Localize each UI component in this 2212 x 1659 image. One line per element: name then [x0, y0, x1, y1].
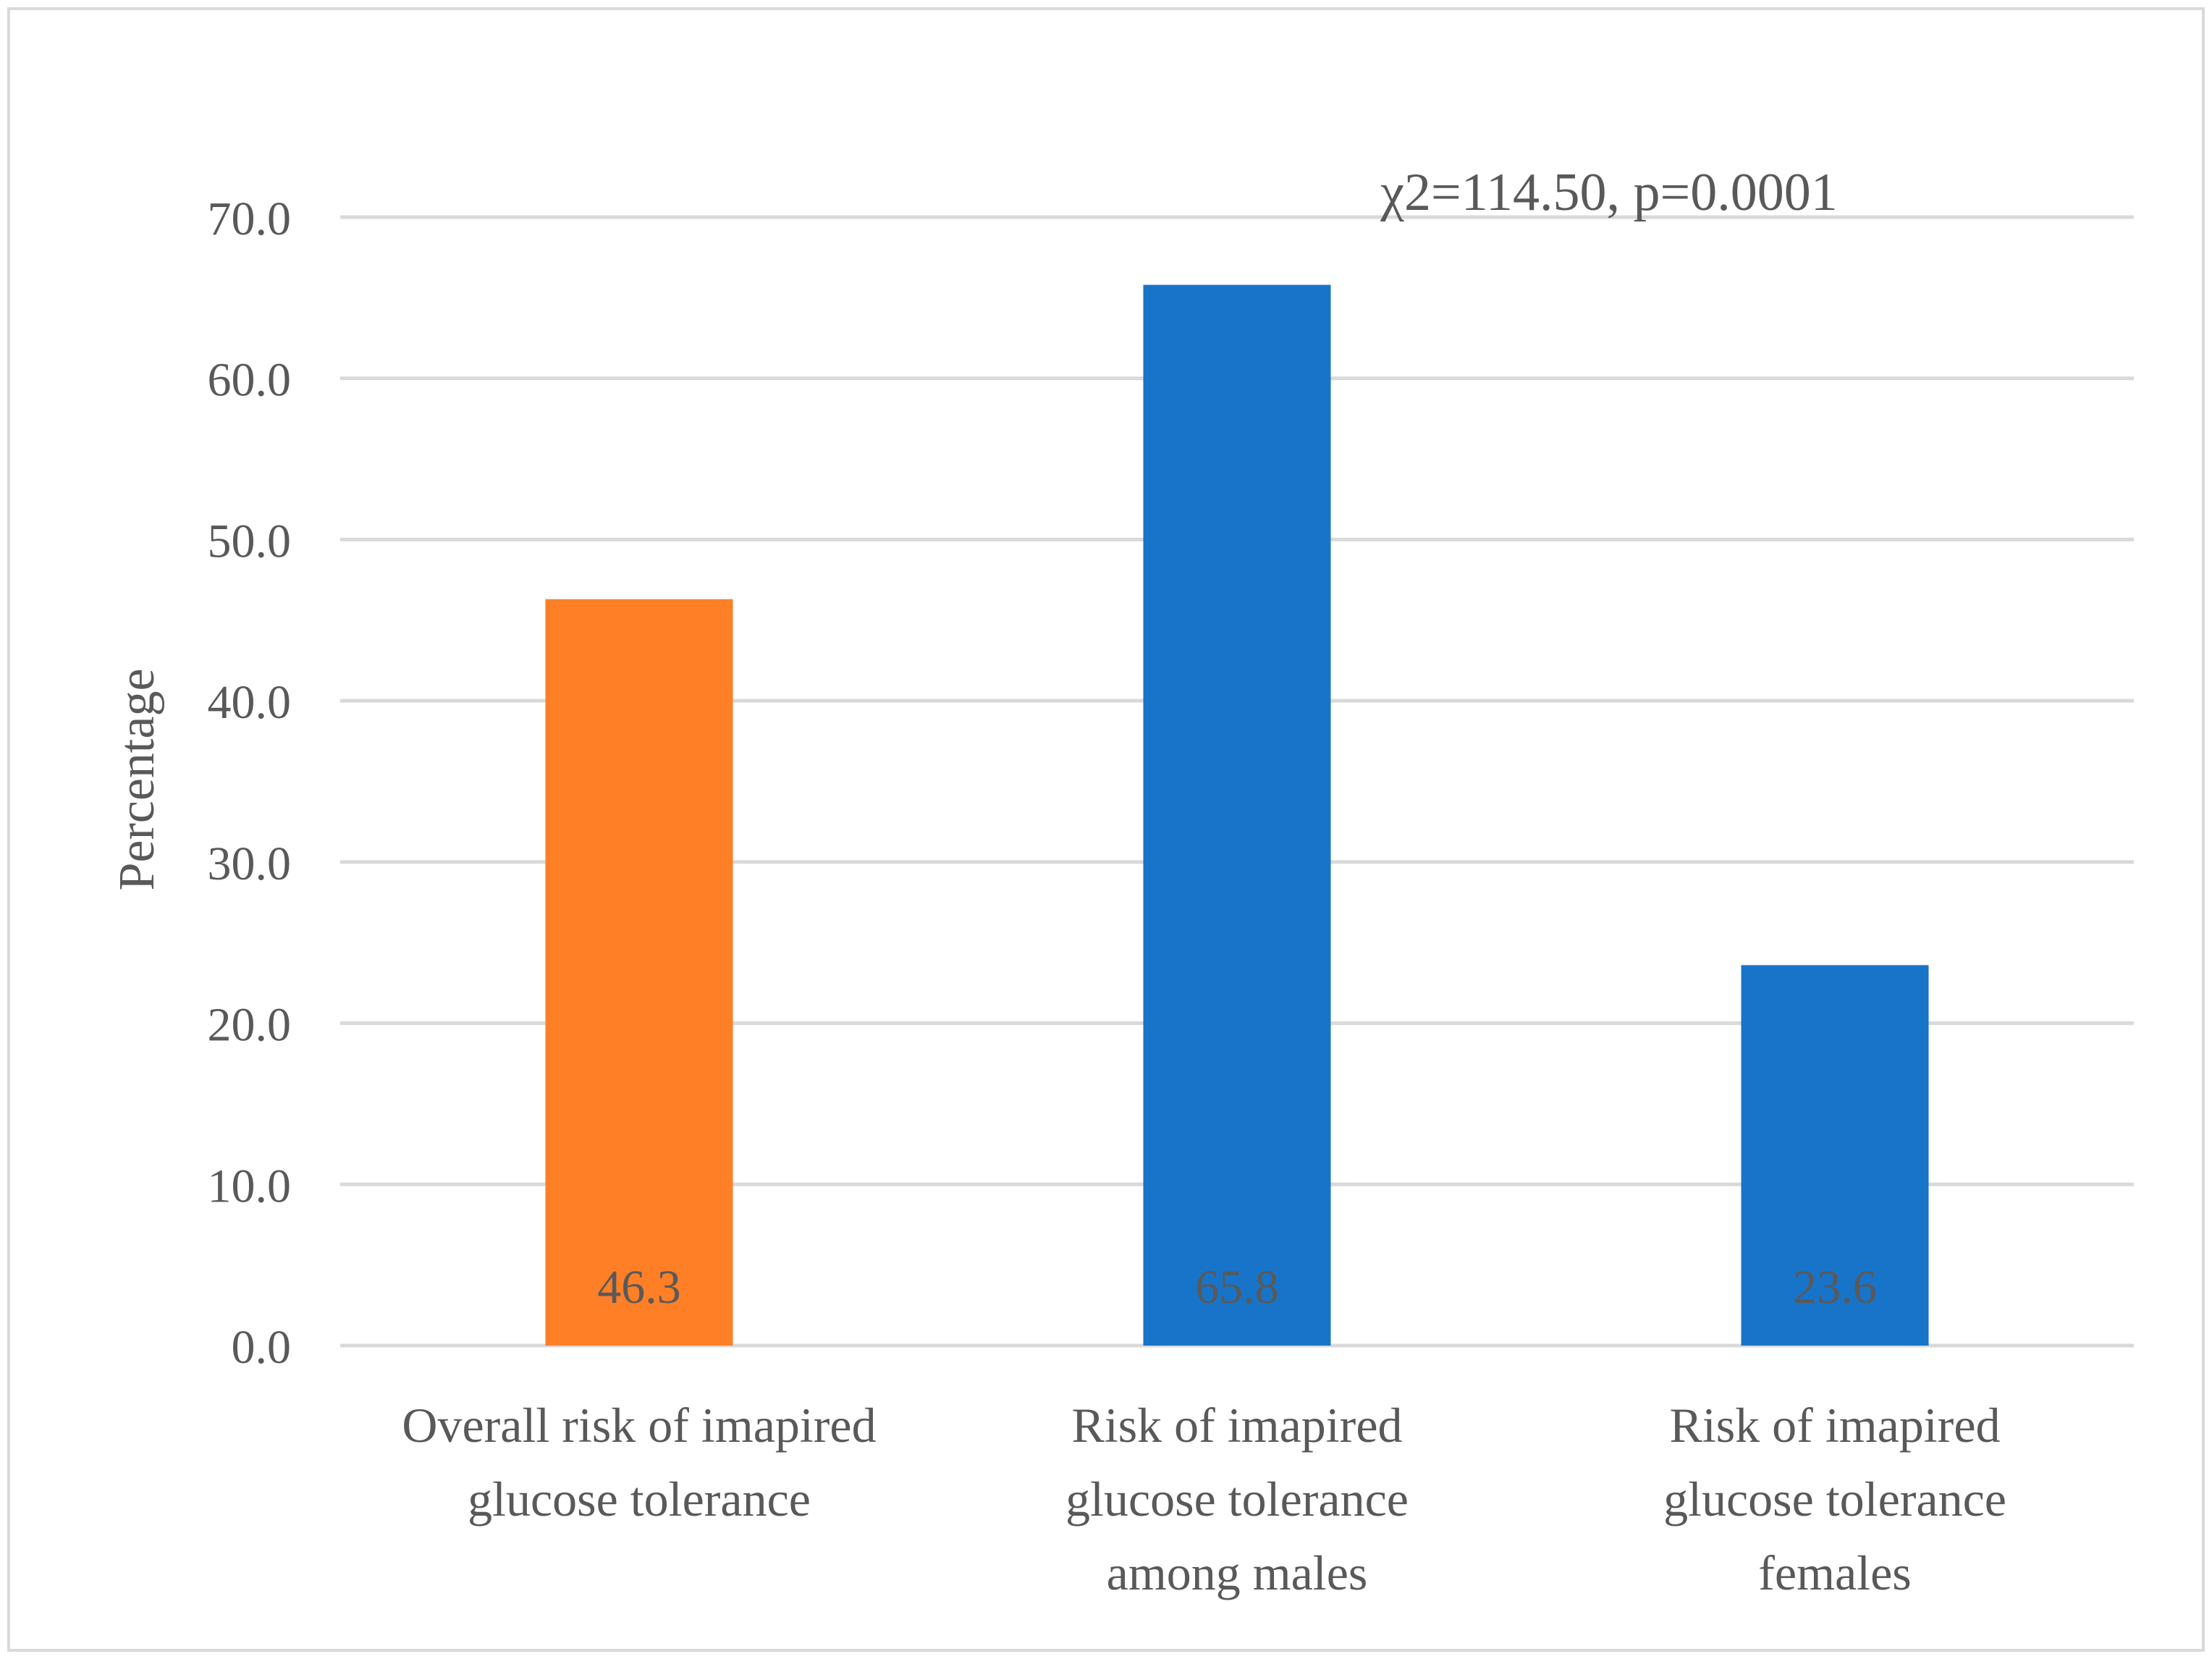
- x-category-label: among males: [1107, 1545, 1368, 1600]
- chart-border: [7, 7, 2205, 1652]
- y-tick-label: 70.0: [208, 193, 292, 245]
- data-label: 23.6: [1793, 1261, 1877, 1314]
- y-tick-label: 60.0: [208, 354, 292, 407]
- y-tick-label: 20.0: [208, 999, 292, 1052]
- data-label: 65.8: [1195, 1261, 1279, 1314]
- y-tick-label: 50.0: [208, 515, 292, 567]
- x-category-label: glucose tolerance: [1065, 1472, 1409, 1527]
- x-category-label: females: [1758, 1545, 1911, 1600]
- y-tick-label: 10.0: [208, 1160, 292, 1212]
- bar: [1741, 965, 1929, 1346]
- y-tick-label: 30.0: [208, 837, 292, 890]
- y-axis-label: Percentage: [109, 668, 165, 890]
- x-category-label: Risk of imapired: [1669, 1398, 2000, 1453]
- x-category-label: Risk of imapired: [1071, 1398, 1402, 1453]
- annotation-chi-square: χ2=114.50, p=0.0001: [1380, 163, 1838, 222]
- bar: [1143, 284, 1331, 1346]
- bar: [545, 599, 733, 1346]
- x-category-label: glucose tolerance: [1663, 1472, 2006, 1527]
- x-category-label: glucose tolerance: [468, 1472, 811, 1527]
- y-tick-label: 40.0: [208, 676, 292, 729]
- y-tick-label: 0.0: [232, 1321, 292, 1374]
- data-label: 46.3: [597, 1261, 681, 1314]
- x-category-label: Overall risk of imapired: [402, 1398, 876, 1453]
